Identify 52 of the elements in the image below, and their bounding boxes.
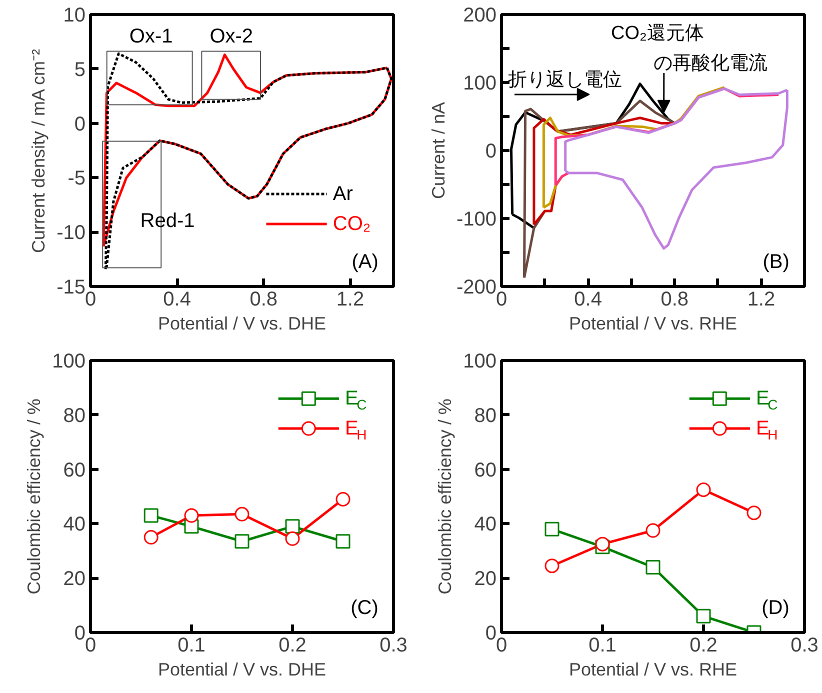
annotation: (D) [762,597,790,620]
y-tick-label: 100 [463,350,497,372]
y-tick-label: 0 [74,113,86,136]
annotation: 折り返し電位 [508,69,622,90]
x-axis-title: Potential / V vs. RHE [568,314,738,334]
y-axis-title: Current density / mA cm⁻² [28,48,49,254]
y-axis-title: Coulombic efficiency / % [24,398,44,594]
y-tick-label: 0 [485,140,496,162]
y-tick-label: -200 [456,276,496,298]
annotation: (B) [762,251,790,274]
legend-label: CO₂ [332,212,371,235]
y-tick-label: 40 [474,514,497,536]
y-tick-label: 5 [74,58,86,81]
y-tick-label: 20 [63,568,86,590]
y-tick-label: 60 [63,459,86,482]
y-tick-label: 80 [474,404,497,427]
x-tick-label: 0.1 [178,634,206,656]
y-tick-label: 80 [63,404,86,427]
x-axis-title: Potential / V vs. RHE [568,660,738,680]
y-tick-label: -15 [56,276,86,298]
annotation: (A) [352,251,378,274]
y-tick-label: 20 [474,568,497,590]
y-tick-label: -10 [56,222,86,244]
x-tick-label: 0.2 [278,634,306,656]
y-tick-label: 100 [52,350,86,372]
annotation: CO₂還元体 [611,23,704,44]
x-axis-title: Potential / V vs. DHE [158,660,326,680]
x-tick-label: 0.3 [790,634,818,656]
annotation: Ox-2 [210,25,254,48]
annotation: の再酸化電流 [654,52,768,74]
x-tick-label: 0.4 [574,288,602,310]
x-tick-label: 0.1 [588,634,616,656]
y-tick-label: 10 [63,4,86,26]
x-tick-label: 0.8 [660,288,689,310]
x-axis-title: Potential / V vs. DHE [158,314,326,334]
annotation: Ox-1 [129,25,173,48]
x-tick-label: 0.8 [250,288,278,310]
x-tick-label: 0.2 [690,634,718,656]
legend-label: Ar [332,183,354,206]
x-tick-label: 0.3 [380,634,408,656]
y-tick-label: -5 [68,168,86,190]
y-axis-title: Coulombic efficiency / % [435,398,456,594]
y-tick-label: 40 [63,514,86,536]
x-tick-label: 0.4 [163,288,191,310]
y-tick-label: 100 [463,72,497,94]
annotation: (C) [350,597,378,620]
y-tick-label: 200 [463,4,497,26]
x-tick-label: 1.2 [336,288,364,310]
y-axis-title: Current / nA [428,102,448,200]
y-tick-label: 60 [474,459,497,482]
y-tick-label: -100 [456,208,496,230]
x-tick-label: 1.2 [747,288,776,310]
